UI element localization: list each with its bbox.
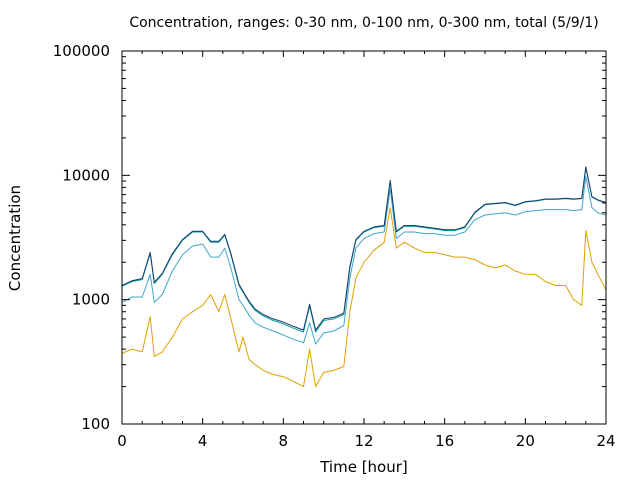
x-tick-label: 24 <box>596 432 615 450</box>
y-axis-title: Concentration <box>6 185 24 291</box>
series-line-1 <box>121 207 607 388</box>
chart-title: Concentration, ranges: 0-30 nm, 0-100 nm… <box>129 15 598 31</box>
x-tick-label: 4 <box>198 432 208 450</box>
x-tick-label: 20 <box>516 432 535 450</box>
series-line-3 <box>121 167 607 333</box>
y-tick-label: 1000 <box>72 291 110 309</box>
x-tick-label: 8 <box>279 432 289 450</box>
y-tick-label: 10000 <box>62 166 110 184</box>
x-tick-label: 0 <box>117 432 127 450</box>
x-tick-label: 12 <box>354 432 373 450</box>
series-line-4 <box>121 166 607 331</box>
x-tick-label: 16 <box>435 432 454 450</box>
series-line-2 <box>121 175 607 345</box>
y-tick-label: 100000 <box>53 42 110 60</box>
y-tick-label: 100 <box>81 415 110 433</box>
ticks-layer: 0 4 8 12 16 20 24 100 1000 10000 100000 <box>53 42 616 450</box>
plot-frame <box>121 50 607 425</box>
x-axis-title: Time [hour] <box>319 458 408 476</box>
series-layer <box>121 166 607 388</box>
